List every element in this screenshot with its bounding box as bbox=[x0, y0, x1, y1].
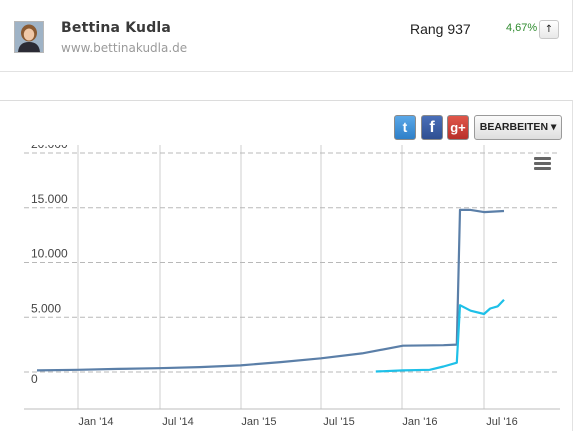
avatar[interactable] bbox=[14, 21, 44, 53]
twitter-share-button[interactable]: t bbox=[394, 115, 416, 140]
y-tick-label: 20.000 bbox=[31, 145, 68, 151]
x-tick-label: Jan '15 bbox=[241, 416, 276, 428]
profile-url[interactable]: www.bettinakudla.de bbox=[61, 41, 188, 55]
rank-label: Rang 937 bbox=[410, 21, 471, 37]
googleplus-icon: g+ bbox=[450, 120, 466, 135]
chart: 0 5.000 10.000 15.000 20.000 Jan '14 Jul '14 Ja… bbox=[24, 145, 560, 428]
y-tick-label: 0 bbox=[31, 372, 38, 386]
rank-change: 4,67% bbox=[506, 22, 538, 34]
googleplus-share-button[interactable]: g+ bbox=[447, 115, 469, 140]
series-line-2[interactable] bbox=[375, 298, 505, 373]
facebook-share-button[interactable]: f bbox=[421, 115, 443, 140]
x-tick-label: Jul '15 bbox=[323, 416, 354, 428]
y-tick-label: 5.000 bbox=[31, 301, 61, 315]
x-tick-label: Jul '14 bbox=[162, 416, 193, 428]
twitter-icon: t bbox=[402, 119, 408, 135]
avatar-portrait-icon bbox=[15, 22, 43, 52]
y-tick-label: 15.000 bbox=[31, 192, 68, 206]
y-tick-label: 10.000 bbox=[31, 247, 68, 261]
x-tick-label: Jan '14 bbox=[78, 416, 113, 428]
edit-button[interactable]: BEARBEITEN ▾ bbox=[474, 115, 562, 140]
x-tick-label: Jul '16 bbox=[486, 416, 517, 428]
profile-name[interactable]: Bettina Kudla bbox=[61, 20, 172, 36]
x-tick-label: Jan '16 bbox=[402, 416, 437, 428]
chart-menu-icon[interactable] bbox=[534, 157, 551, 170]
profile-card: Bettina Kudla www.bettinakudla.de Rang 9… bbox=[0, 0, 573, 72]
chart-panel bbox=[0, 100, 573, 431]
arrow-up-button[interactable]: ↑ bbox=[539, 20, 559, 39]
facebook-icon: f bbox=[429, 119, 435, 136]
arrow-up-icon: ↑ bbox=[544, 24, 554, 35]
series-line-1[interactable] bbox=[36, 208, 505, 372]
